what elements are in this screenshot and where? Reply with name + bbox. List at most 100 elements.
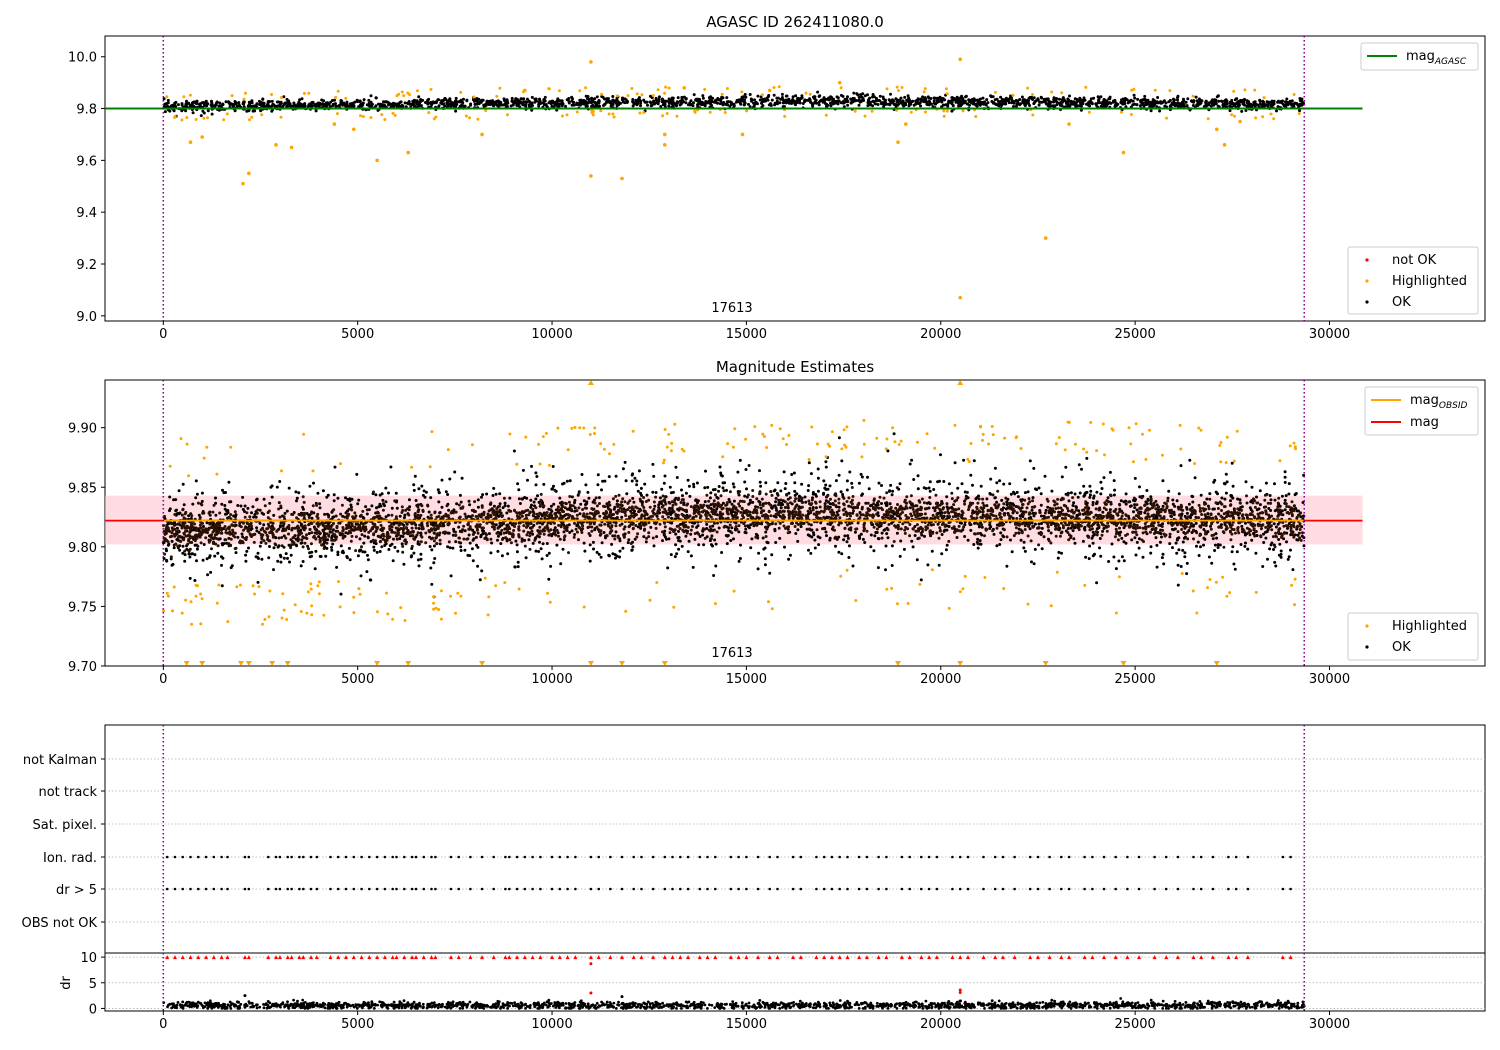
ok-point bbox=[429, 101, 433, 105]
ok-point bbox=[585, 500, 589, 504]
ok-point bbox=[1018, 98, 1022, 101]
ok-point bbox=[401, 535, 405, 538]
ok-point bbox=[359, 574, 363, 578]
ok-point bbox=[449, 574, 453, 578]
ok-point bbox=[720, 95, 724, 99]
highlighted-point bbox=[1233, 114, 1236, 118]
ok-point bbox=[986, 101, 990, 105]
ok-point bbox=[597, 552, 601, 556]
ok-point bbox=[549, 504, 553, 508]
ok-point bbox=[1247, 103, 1251, 107]
ok-point bbox=[1092, 96, 1096, 100]
ok-point bbox=[1283, 508, 1287, 512]
ok-point bbox=[1072, 501, 1076, 505]
ok-point bbox=[1179, 464, 1183, 468]
ok-point bbox=[737, 100, 741, 104]
ok-point bbox=[969, 528, 973, 532]
ok-point bbox=[919, 104, 922, 108]
ok-point bbox=[246, 506, 250, 510]
ok-point bbox=[1290, 103, 1293, 107]
ok-point bbox=[1067, 499, 1071, 503]
ok-point bbox=[593, 100, 597, 104]
ok-point bbox=[1219, 99, 1223, 103]
ok-point bbox=[869, 545, 873, 549]
ok-point bbox=[432, 561, 436, 565]
ok-point bbox=[1005, 564, 1009, 568]
ok-point bbox=[508, 521, 512, 525]
ok-point bbox=[744, 468, 748, 471]
ok-point bbox=[859, 472, 863, 476]
highlighted-point bbox=[591, 113, 595, 117]
ok-point bbox=[426, 98, 430, 102]
ok-point bbox=[348, 558, 352, 562]
ok-point bbox=[626, 541, 630, 545]
ok-point bbox=[945, 543, 949, 547]
ok-point bbox=[1137, 537, 1141, 541]
highlighted-point bbox=[1084, 85, 1088, 89]
ok-point bbox=[1012, 503, 1016, 507]
highlighted-point bbox=[1238, 119, 1242, 124]
ok-point bbox=[979, 484, 983, 488]
ok-point bbox=[942, 480, 946, 483]
ok-point bbox=[1076, 495, 1080, 499]
ok-point bbox=[618, 549, 622, 553]
ok-point bbox=[1191, 495, 1195, 499]
ok-point bbox=[524, 556, 528, 560]
highlighted-point bbox=[383, 118, 387, 121]
ok-point bbox=[275, 485, 279, 489]
ok-point bbox=[822, 97, 826, 101]
ok-point bbox=[947, 99, 951, 103]
ok-point bbox=[950, 96, 954, 100]
ok-point bbox=[928, 489, 932, 493]
ok-point bbox=[1241, 99, 1245, 103]
ok-point bbox=[1252, 100, 1256, 104]
highlighted-point bbox=[1168, 89, 1172, 93]
ok-point bbox=[1122, 540, 1126, 544]
ok-point bbox=[383, 105, 387, 109]
ok-point bbox=[963, 99, 967, 103]
ok-point bbox=[895, 531, 899, 535]
ok-point bbox=[1278, 542, 1282, 546]
ok-point bbox=[697, 543, 701, 547]
ok-point bbox=[181, 482, 185, 486]
ok-point bbox=[857, 103, 861, 107]
ok-point bbox=[1061, 100, 1064, 104]
ok-point bbox=[866, 104, 870, 108]
highlighted-point bbox=[484, 109, 488, 112]
ok-point bbox=[1239, 506, 1243, 509]
ok-point bbox=[384, 486, 388, 490]
ok-point bbox=[701, 533, 705, 537]
ok-point bbox=[923, 96, 927, 100]
ok-point bbox=[985, 98, 989, 102]
ok-point bbox=[1258, 489, 1262, 493]
highlighted-point bbox=[642, 111, 646, 114]
ok-point bbox=[587, 97, 591, 101]
ok-point bbox=[851, 564, 855, 568]
ok-point bbox=[1084, 491, 1088, 495]
ok-point bbox=[1268, 494, 1272, 497]
ok-point bbox=[216, 551, 220, 555]
highlighted-point bbox=[1050, 90, 1054, 94]
ok-point bbox=[1192, 99, 1196, 103]
ok-point bbox=[1207, 555, 1211, 559]
ok-point bbox=[529, 498, 533, 502]
ok-point bbox=[794, 94, 798, 98]
ok-point bbox=[713, 488, 717, 491]
ok-point bbox=[176, 103, 180, 107]
ok-point bbox=[560, 99, 564, 103]
ok-point bbox=[743, 101, 747, 104]
ok-point bbox=[1122, 559, 1126, 563]
ok-point bbox=[278, 480, 282, 483]
ok-point bbox=[651, 462, 655, 466]
ok-point bbox=[550, 104, 554, 108]
ok-point bbox=[1037, 103, 1041, 107]
ok-point bbox=[421, 493, 425, 497]
ok-point bbox=[340, 99, 343, 103]
ok-point bbox=[934, 102, 937, 106]
ok-point bbox=[535, 475, 539, 478]
ok-point bbox=[1060, 551, 1063, 555]
ok-point bbox=[1131, 99, 1135, 103]
ok-point bbox=[1175, 551, 1179, 555]
ok-point bbox=[573, 533, 577, 536]
ok-point bbox=[530, 503, 533, 507]
